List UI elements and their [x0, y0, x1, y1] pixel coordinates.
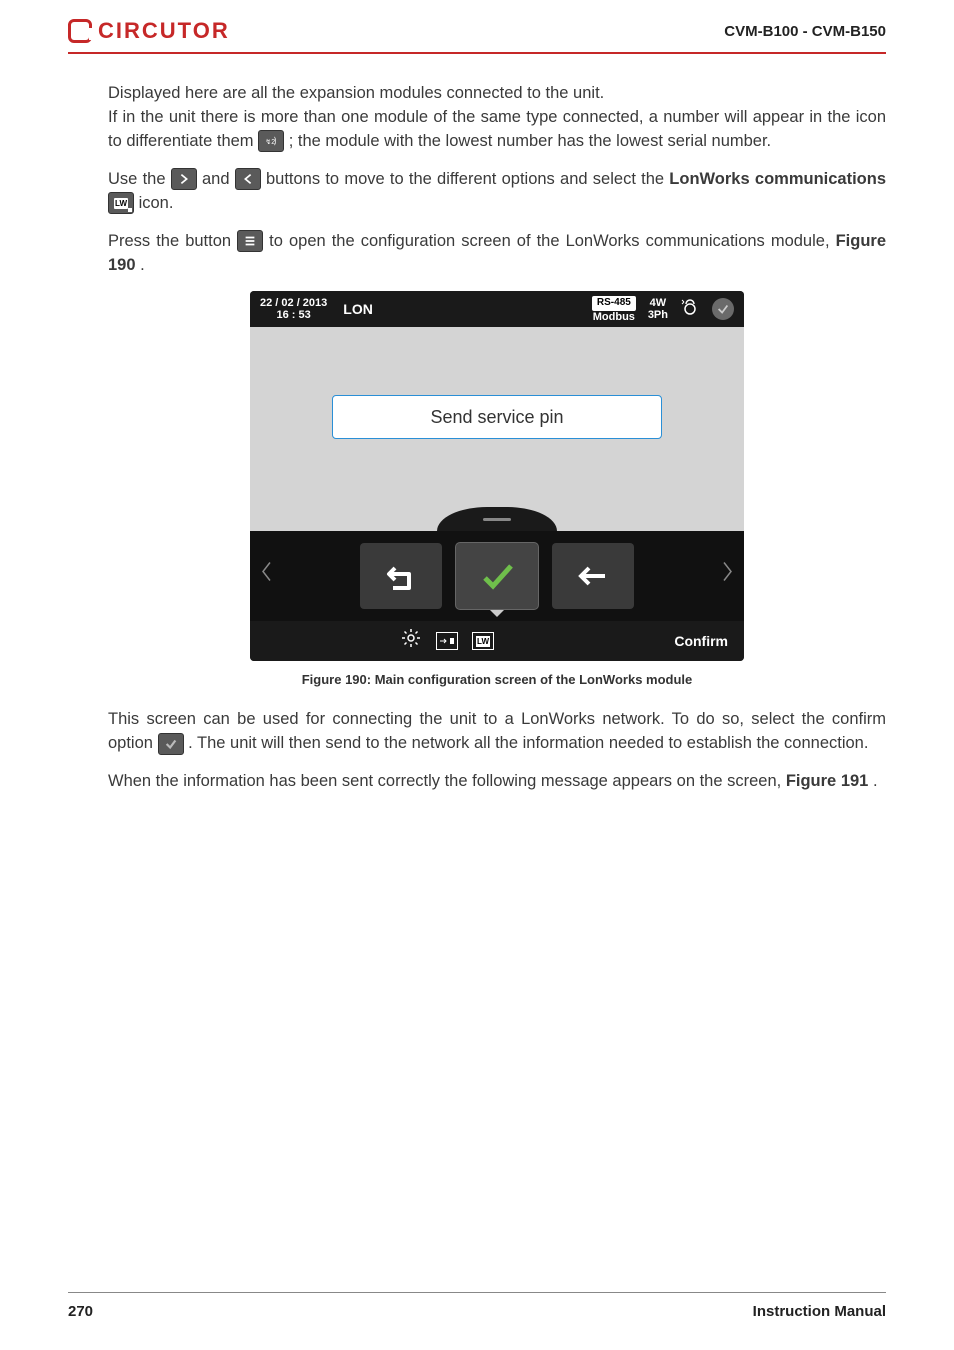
screen-bottom-bar: LW Confirm: [250, 621, 744, 661]
p3e-text: icon.: [139, 194, 174, 212]
module-number-icon: ↯2: [258, 130, 284, 152]
comm-indicator: RS-485 Modbus: [592, 296, 636, 323]
p3c-text: buttons to move to the different options…: [266, 170, 669, 188]
screen-drawer-tab[interactable]: [250, 507, 744, 531]
drawer-grip-icon: [483, 518, 511, 521]
right-arrow-icon: [171, 168, 197, 190]
device-screen: 22 / 02 / 2013 16 : 53 LON RS-485 Modbus…: [250, 291, 744, 661]
footer-label: Instruction Manual: [753, 1303, 886, 1320]
nav-left-icon[interactable]: [260, 561, 274, 592]
document-code: CVM-B100 - CVM-B150: [724, 23, 886, 40]
lonworks-icon: LW: [108, 192, 134, 214]
brand-logo-text: CIRCUTOR: [98, 18, 230, 44]
wiring-2: 3Ph: [648, 309, 668, 321]
datetime-block: 22 / 02 / 2013 16 : 53: [260, 297, 327, 321]
footer-rule: [68, 1292, 886, 1293]
p6a-text: When the information has been sent corre…: [108, 772, 786, 790]
p4b-text: to open the configuration screen of the …: [269, 232, 835, 250]
input-module-icon[interactable]: [436, 632, 458, 650]
figure-caption: Figure 190: Main configuration screen of…: [108, 671, 886, 690]
page-content: Displayed here are all the expansion mod…: [0, 82, 954, 794]
p4a-text: Press the button: [108, 232, 237, 250]
paragraph-1: Displayed here are all the expansion mod…: [108, 82, 886, 154]
paragraph-5: When the information has been sent corre…: [108, 770, 886, 794]
delete-button[interactable]: [552, 543, 634, 609]
wiring-1: 4W: [650, 297, 667, 309]
paragraph-3: Press the button to open the configurati…: [108, 230, 886, 278]
p6c-text: .: [873, 772, 878, 790]
gear-icon[interactable]: [400, 629, 422, 654]
svg-text:↯2: ↯2: [266, 138, 276, 146]
p3a-text: Use the: [108, 170, 171, 188]
confirm-label: Confirm: [674, 631, 728, 651]
p2b-text: ; the module with the lowest number has …: [289, 132, 771, 150]
back-button[interactable]: [360, 543, 442, 609]
brand-logo: CIRCUTOR: [68, 18, 230, 44]
page-footer: 270 Instruction Manual: [0, 1292, 954, 1320]
lock-icon: [680, 296, 700, 323]
p1-text: Displayed here are all the expansion mod…: [108, 84, 604, 102]
p4d-text: .: [140, 256, 145, 274]
page-header: CIRCUTOR CVM-B100 - CVM-B150: [0, 0, 954, 52]
send-service-pin-button[interactable]: Send service pin: [332, 395, 662, 439]
nav-right-icon[interactable]: [720, 561, 734, 592]
paragraph-4: This screen can be used for connecting t…: [108, 708, 886, 756]
left-arrow-icon: [235, 168, 261, 190]
confirm-button[interactable]: [456, 543, 538, 609]
status-time: 16 : 53: [260, 309, 327, 321]
send-service-pin-label: Send service pin: [430, 404, 563, 430]
brand-logo-icon: [68, 19, 92, 43]
menu-icon: [237, 230, 263, 252]
lonworks-label: LonWorks communications: [669, 170, 886, 188]
wiring-indicator: 4W 3Ph: [648, 297, 668, 321]
paragraph-2: Use the and buttons to move to the diffe…: [108, 168, 886, 216]
page-number: 270: [68, 1303, 93, 1320]
screen-body: Send service pin: [250, 327, 744, 507]
lw-module-icon[interactable]: LW: [472, 632, 494, 650]
comm-protocol: Modbus: [593, 311, 635, 323]
screen-action-bar: [250, 531, 744, 621]
status-date: 22 / 02 / 2013: [260, 297, 327, 309]
p3b-text: and: [202, 170, 235, 188]
lw-module-label: LW: [476, 636, 490, 648]
figure-ref-191: Figure 191: [786, 772, 869, 790]
p5b-text: . The unit will then send to the network…: [188, 734, 868, 752]
screen-status-bar: 22 / 02 / 2013 16 : 53 LON RS-485 Modbus…: [250, 291, 744, 327]
screen-title: LON: [343, 299, 373, 319]
comm-pill: RS-485: [592, 296, 636, 311]
status-check-icon: [712, 298, 734, 320]
confirm-check-icon: [158, 733, 184, 755]
figure-190: 22 / 02 / 2013 16 : 53 LON RS-485 Modbus…: [108, 291, 886, 690]
header-rule: [68, 52, 886, 54]
